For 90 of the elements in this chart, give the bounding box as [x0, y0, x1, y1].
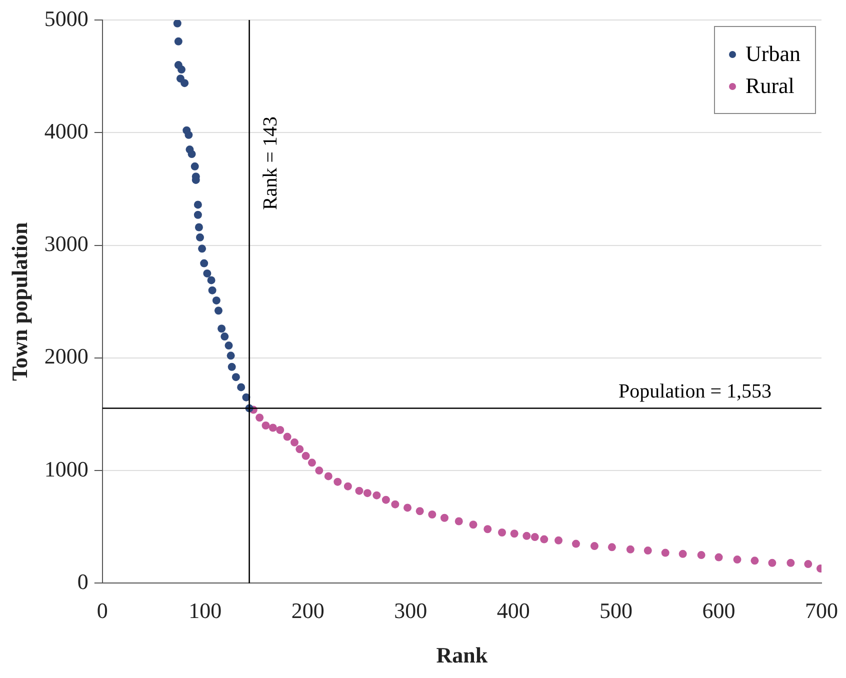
point — [768, 558, 776, 567]
point — [173, 20, 182, 28]
point — [283, 432, 292, 441]
y-axis-title: Town population — [6, 222, 32, 381]
point — [334, 478, 342, 486]
point — [554, 536, 563, 544]
point — [203, 269, 212, 278]
point — [372, 491, 381, 500]
point — [733, 556, 742, 564]
point — [184, 130, 193, 139]
legend-label: Rural — [746, 73, 794, 99]
y-tick-label: 1000 — [44, 456, 88, 482]
point — [198, 244, 206, 253]
point — [226, 352, 235, 360]
point — [522, 532, 531, 540]
point — [572, 540, 580, 548]
point — [697, 551, 706, 560]
point — [391, 500, 400, 508]
point — [428, 510, 436, 518]
point — [540, 535, 548, 544]
point — [440, 514, 448, 522]
point — [498, 528, 506, 537]
x-tick-label: 500 — [600, 598, 633, 624]
point — [484, 525, 492, 534]
point — [786, 558, 795, 567]
point — [344, 482, 352, 490]
point — [180, 79, 189, 88]
y-tick-label: 4000 — [44, 118, 88, 144]
point — [188, 150, 196, 158]
x-tick-label: 100 — [188, 598, 222, 624]
point — [296, 445, 304, 454]
point — [324, 472, 332, 480]
point — [196, 233, 204, 242]
ref-line-label: Rank = 143 — [260, 116, 282, 210]
point — [626, 545, 634, 554]
point — [190, 162, 199, 170]
point — [804, 560, 812, 568]
point — [218, 324, 226, 333]
point — [262, 422, 270, 430]
point — [355, 486, 364, 495]
x-tick-label: 0 — [96, 598, 108, 624]
point — [661, 548, 670, 557]
point — [212, 296, 220, 304]
point — [302, 452, 310, 460]
x-tick-label: 200 — [291, 598, 324, 624]
point — [382, 496, 390, 504]
y-tick-label: 0 — [77, 568, 88, 594]
x-axis-title: Rank — [436, 642, 488, 668]
point — [174, 37, 182, 46]
point — [276, 426, 284, 434]
point — [469, 520, 478, 529]
point — [237, 383, 246, 392]
y-tick-label: 5000 — [44, 6, 88, 31]
point — [510, 530, 518, 538]
point — [220, 332, 229, 341]
point — [608, 543, 616, 552]
point — [214, 306, 222, 315]
point — [290, 438, 299, 446]
point — [714, 553, 723, 562]
point — [308, 458, 316, 467]
point — [750, 556, 759, 565]
point — [228, 362, 236, 371]
x-tick-label: 300 — [394, 598, 428, 624]
point — [363, 489, 372, 498]
y-tick-label: 3000 — [44, 231, 88, 256]
point — [207, 276, 216, 284]
point — [404, 504, 412, 512]
point — [678, 550, 687, 558]
point — [454, 517, 463, 526]
point — [416, 507, 424, 516]
point — [256, 414, 264, 422]
point — [644, 546, 652, 555]
x-tick-label: 700 — [805, 598, 838, 624]
legend-label: Urban — [746, 41, 800, 67]
ref-line-label: Population = 1,553 — [618, 380, 772, 403]
point — [178, 66, 186, 74]
point — [224, 342, 233, 350]
point — [194, 200, 202, 209]
point — [268, 424, 277, 432]
point — [590, 542, 598, 550]
point — [200, 259, 208, 268]
point — [194, 223, 203, 232]
y-tick-label: 2000 — [44, 344, 88, 369]
point — [315, 466, 324, 475]
point — [194, 210, 202, 219]
x-tick-label: 600 — [702, 598, 736, 624]
point — [232, 373, 240, 382]
x-tick-label: 400 — [496, 598, 530, 624]
point — [208, 286, 216, 294]
point — [530, 533, 539, 542]
